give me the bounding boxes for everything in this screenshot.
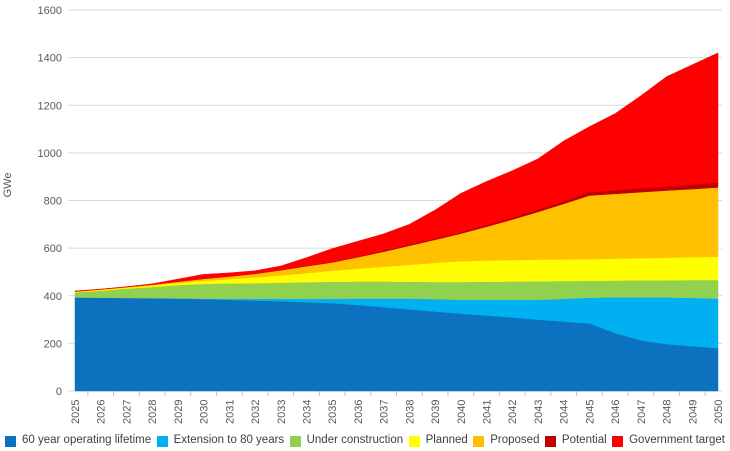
legend-swatch-under-construction xyxy=(289,435,301,447)
x-tick-label-2037: 2037 xyxy=(379,400,391,424)
x-tick-label-2031: 2031 xyxy=(224,400,236,424)
x-tick-label-2041: 2041 xyxy=(482,400,494,424)
x-axis-tick-marks xyxy=(87,391,706,396)
y-tick-label-800: 800 xyxy=(44,196,62,208)
x-tick-label-2046: 2046 xyxy=(610,400,622,424)
x-tick-label-2034: 2034 xyxy=(301,400,313,424)
x-tick-label-2033: 2033 xyxy=(276,400,288,424)
x-tick-label-2035: 2035 xyxy=(327,400,339,424)
legend-label: 60 year operating lifetime xyxy=(22,434,152,447)
legend-item-under-construction: Under construction xyxy=(289,434,404,447)
legend-label: Proposed xyxy=(490,434,540,447)
legend-swatch-extension-to-80-years xyxy=(156,435,168,447)
x-tick-label-2027: 2027 xyxy=(121,400,133,424)
x-tick-label-2044: 2044 xyxy=(559,400,571,424)
stacked-areas xyxy=(74,52,719,392)
x-tick-label-2048: 2048 xyxy=(662,400,674,424)
x-tick-label-2045: 2045 xyxy=(584,400,596,424)
legend-label: Extension to 80 years xyxy=(173,434,285,447)
legend-item-potential: Potential xyxy=(544,434,607,447)
x-tick-label-2040: 2040 xyxy=(456,400,468,424)
x-tick-label-2032: 2032 xyxy=(250,400,262,424)
x-tick-label-2025: 2025 xyxy=(70,400,82,424)
x-tick-label-2049: 2049 xyxy=(687,400,699,424)
legend-swatch-proposed xyxy=(473,435,485,447)
legend-item-planned: Planned xyxy=(408,434,468,447)
area-government-target xyxy=(74,52,719,292)
x-tick-label-2050: 2050 xyxy=(713,400,725,424)
y-tick-label-0: 0 xyxy=(56,386,62,398)
legend-swatch-potential xyxy=(544,435,556,447)
legend-label: Under construction xyxy=(306,434,404,447)
legend-label: Potential xyxy=(561,434,607,447)
legend-swatch-planned xyxy=(408,435,420,447)
x-tick-label-2042: 2042 xyxy=(507,400,519,424)
x-tick-label-2039: 2039 xyxy=(430,400,442,424)
x-tick-label-2043: 2043 xyxy=(533,400,545,424)
legend-item-60-year-operating-lifetime: 60 year operating lifetime xyxy=(5,435,151,447)
legend-item-extension-to-80-years: Extension to 80 years xyxy=(156,434,285,447)
x-tick-label-2026: 2026 xyxy=(96,400,108,424)
x-tick-label-2038: 2038 xyxy=(404,400,416,424)
x-tick-label-2030: 2030 xyxy=(199,400,211,424)
y-tick-label-200: 200 xyxy=(44,338,62,350)
x-tick-label-2047: 2047 xyxy=(636,400,648,424)
y-tick-label-1600: 1600 xyxy=(38,5,62,17)
legend-label: Government target xyxy=(629,434,725,447)
y-tick-label-400: 400 xyxy=(44,291,62,303)
x-tick-label-2036: 2036 xyxy=(353,400,365,424)
x-axis-tick-labels: 2025 2026 2027 2028 2029 2030 2031 2032 2033 2034… xyxy=(70,400,725,424)
y-axis-tick-labels: 0 200 400 600 800 1000 1200 1400 1600 xyxy=(38,5,62,398)
legend-swatch-government-target xyxy=(612,435,624,447)
legend-item-government-target: Government target xyxy=(612,435,725,447)
legend-item-proposed: Proposed xyxy=(473,435,539,447)
legend-swatch-60-year-operating-lifetime xyxy=(5,435,16,447)
chart-legend: 60 year operating lifetime Extension to 8… xyxy=(0,431,730,451)
legend-label: Planned xyxy=(425,434,468,447)
x-tick-label-2028: 2028 xyxy=(147,400,159,424)
y-tick-label-1200: 1200 xyxy=(38,100,62,112)
y-tick-label-1000: 1000 xyxy=(38,148,62,160)
x-tick-label-2029: 2029 xyxy=(173,400,185,424)
y-axis-title: GWe xyxy=(2,173,14,198)
y-tick-label-600: 600 xyxy=(44,243,62,255)
y-tick-label-1400: 1400 xyxy=(38,53,62,65)
